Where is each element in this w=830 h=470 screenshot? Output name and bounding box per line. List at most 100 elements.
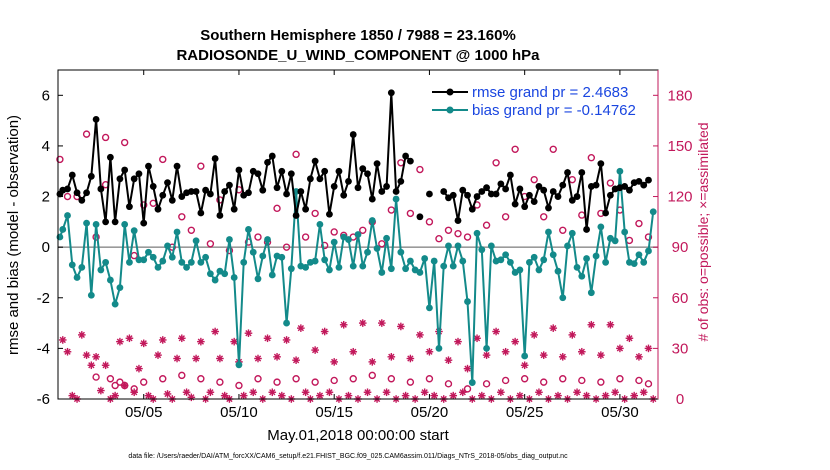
assimilated-obs-point <box>244 329 253 337</box>
assimilated-obs-point <box>220 391 229 400</box>
bias-point <box>159 257 167 265</box>
rmse-point <box>535 183 543 190</box>
rmse-point <box>578 169 586 176</box>
bias-point <box>140 256 148 264</box>
y-axis-left-label: rmse and bias (model - observation) <box>5 115 22 355</box>
assimilated-obs-point <box>278 391 286 400</box>
possible-obs-point <box>320 241 329 250</box>
bias-point <box>187 258 195 266</box>
data-file-footer: data file: /Users/raeder/DAI/ATM_forcXX/… <box>128 453 568 460</box>
bias-point <box>121 220 129 228</box>
possible-obs-point <box>501 213 510 221</box>
bias-point <box>116 284 124 292</box>
rmse-point <box>116 175 124 183</box>
assimilated-obs-point <box>325 388 334 397</box>
possible-obs-point <box>501 376 510 385</box>
bias-point <box>549 251 557 259</box>
rmse-point <box>316 175 324 183</box>
bias-point <box>126 258 133 266</box>
bias-point <box>168 253 176 261</box>
possible-obs-point <box>92 373 100 381</box>
rmse-point <box>97 185 105 193</box>
bias-point <box>135 256 143 264</box>
rmse-point <box>311 157 319 165</box>
bias-point <box>302 264 310 271</box>
assimilated-obs-point <box>416 331 424 339</box>
rmse-point <box>283 190 290 198</box>
y-axis-right-label: # of obs: o=possible; ×=assimilated <box>695 122 711 341</box>
rmse-point <box>387 89 395 97</box>
assimilated-obs-point <box>58 336 67 344</box>
rmse-series <box>56 89 652 233</box>
bias-point <box>106 276 114 284</box>
rmse-point <box>502 185 510 193</box>
bias-point <box>59 226 67 233</box>
bias-point <box>268 271 276 279</box>
bias-point <box>192 237 200 245</box>
assimilated-obs-point <box>154 351 162 359</box>
rmse-point <box>221 188 229 195</box>
assimilated-obs-point <box>535 388 543 397</box>
assimilated-obs-point <box>111 391 119 400</box>
y-axis-left-ticks: -6 -4 -2 0 2 4 6 <box>37 87 63 408</box>
assimilated-obs-point <box>378 319 386 327</box>
rmse-point <box>583 226 590 233</box>
possible-obs-point <box>282 243 291 251</box>
assimilated-obs-point <box>644 344 653 353</box>
assimilated-obs-point <box>173 354 181 363</box>
rmse-point <box>287 170 295 178</box>
x-axis-ticks: 05/05 05/10 05/15 05/20 05/25 05/30 <box>125 70 639 421</box>
bias-point <box>383 234 390 242</box>
rmse-point <box>464 191 471 199</box>
possible-obs-point <box>235 381 243 390</box>
assimilated-obs-point <box>635 353 643 361</box>
rmse-point <box>559 181 567 189</box>
possible-obs-point <box>187 226 196 234</box>
assimilated-obs-point <box>101 361 110 370</box>
bias-point <box>364 248 371 256</box>
bias-point <box>335 264 343 271</box>
x-axis-label: May.01,2018 00:00:00 start <box>267 427 449 444</box>
bias-point <box>226 236 233 243</box>
possible-obs-point <box>116 378 124 386</box>
rmse-point <box>335 167 343 175</box>
assimilated-obs-point <box>135 364 143 373</box>
rmse-point <box>554 193 562 200</box>
rmse-point <box>573 193 581 200</box>
bias-point <box>578 272 586 280</box>
bias-point <box>440 262 448 270</box>
bias-point <box>621 228 629 236</box>
rmse-point <box>383 183 390 190</box>
rmse-point <box>292 212 300 219</box>
rmse-point <box>511 200 519 208</box>
assimilated-obs-point <box>311 346 319 354</box>
rmse-point <box>449 191 457 199</box>
rmse-point <box>568 196 576 204</box>
rmse-point <box>140 219 148 227</box>
bias-point <box>102 258 110 266</box>
possible-obs-point <box>311 209 319 218</box>
assimilated-obs-point <box>482 351 491 359</box>
assimilated-obs-point <box>92 353 100 361</box>
rmse-point <box>492 190 500 198</box>
bias-point <box>645 247 652 255</box>
assimilated-obs-point <box>358 319 367 327</box>
possible-obs-point <box>140 201 148 209</box>
bias-point <box>83 219 90 227</box>
rmse-point <box>235 166 243 174</box>
rmse-point <box>149 183 157 190</box>
possible-obs-point <box>520 375 529 383</box>
rmse-point <box>245 189 252 197</box>
rmse-point <box>83 189 90 197</box>
rmse-point <box>164 179 171 187</box>
bias-point <box>330 238 338 246</box>
y-tick-label: -4 <box>37 340 50 357</box>
assimilated-obs-point <box>497 388 505 397</box>
rmse-point <box>197 209 205 217</box>
rmse-point <box>545 204 552 212</box>
bias-point <box>164 242 171 250</box>
bias-point <box>154 264 162 271</box>
possible-obs-point <box>387 375 396 383</box>
bias-series <box>56 167 657 386</box>
bias-point <box>426 304 433 312</box>
